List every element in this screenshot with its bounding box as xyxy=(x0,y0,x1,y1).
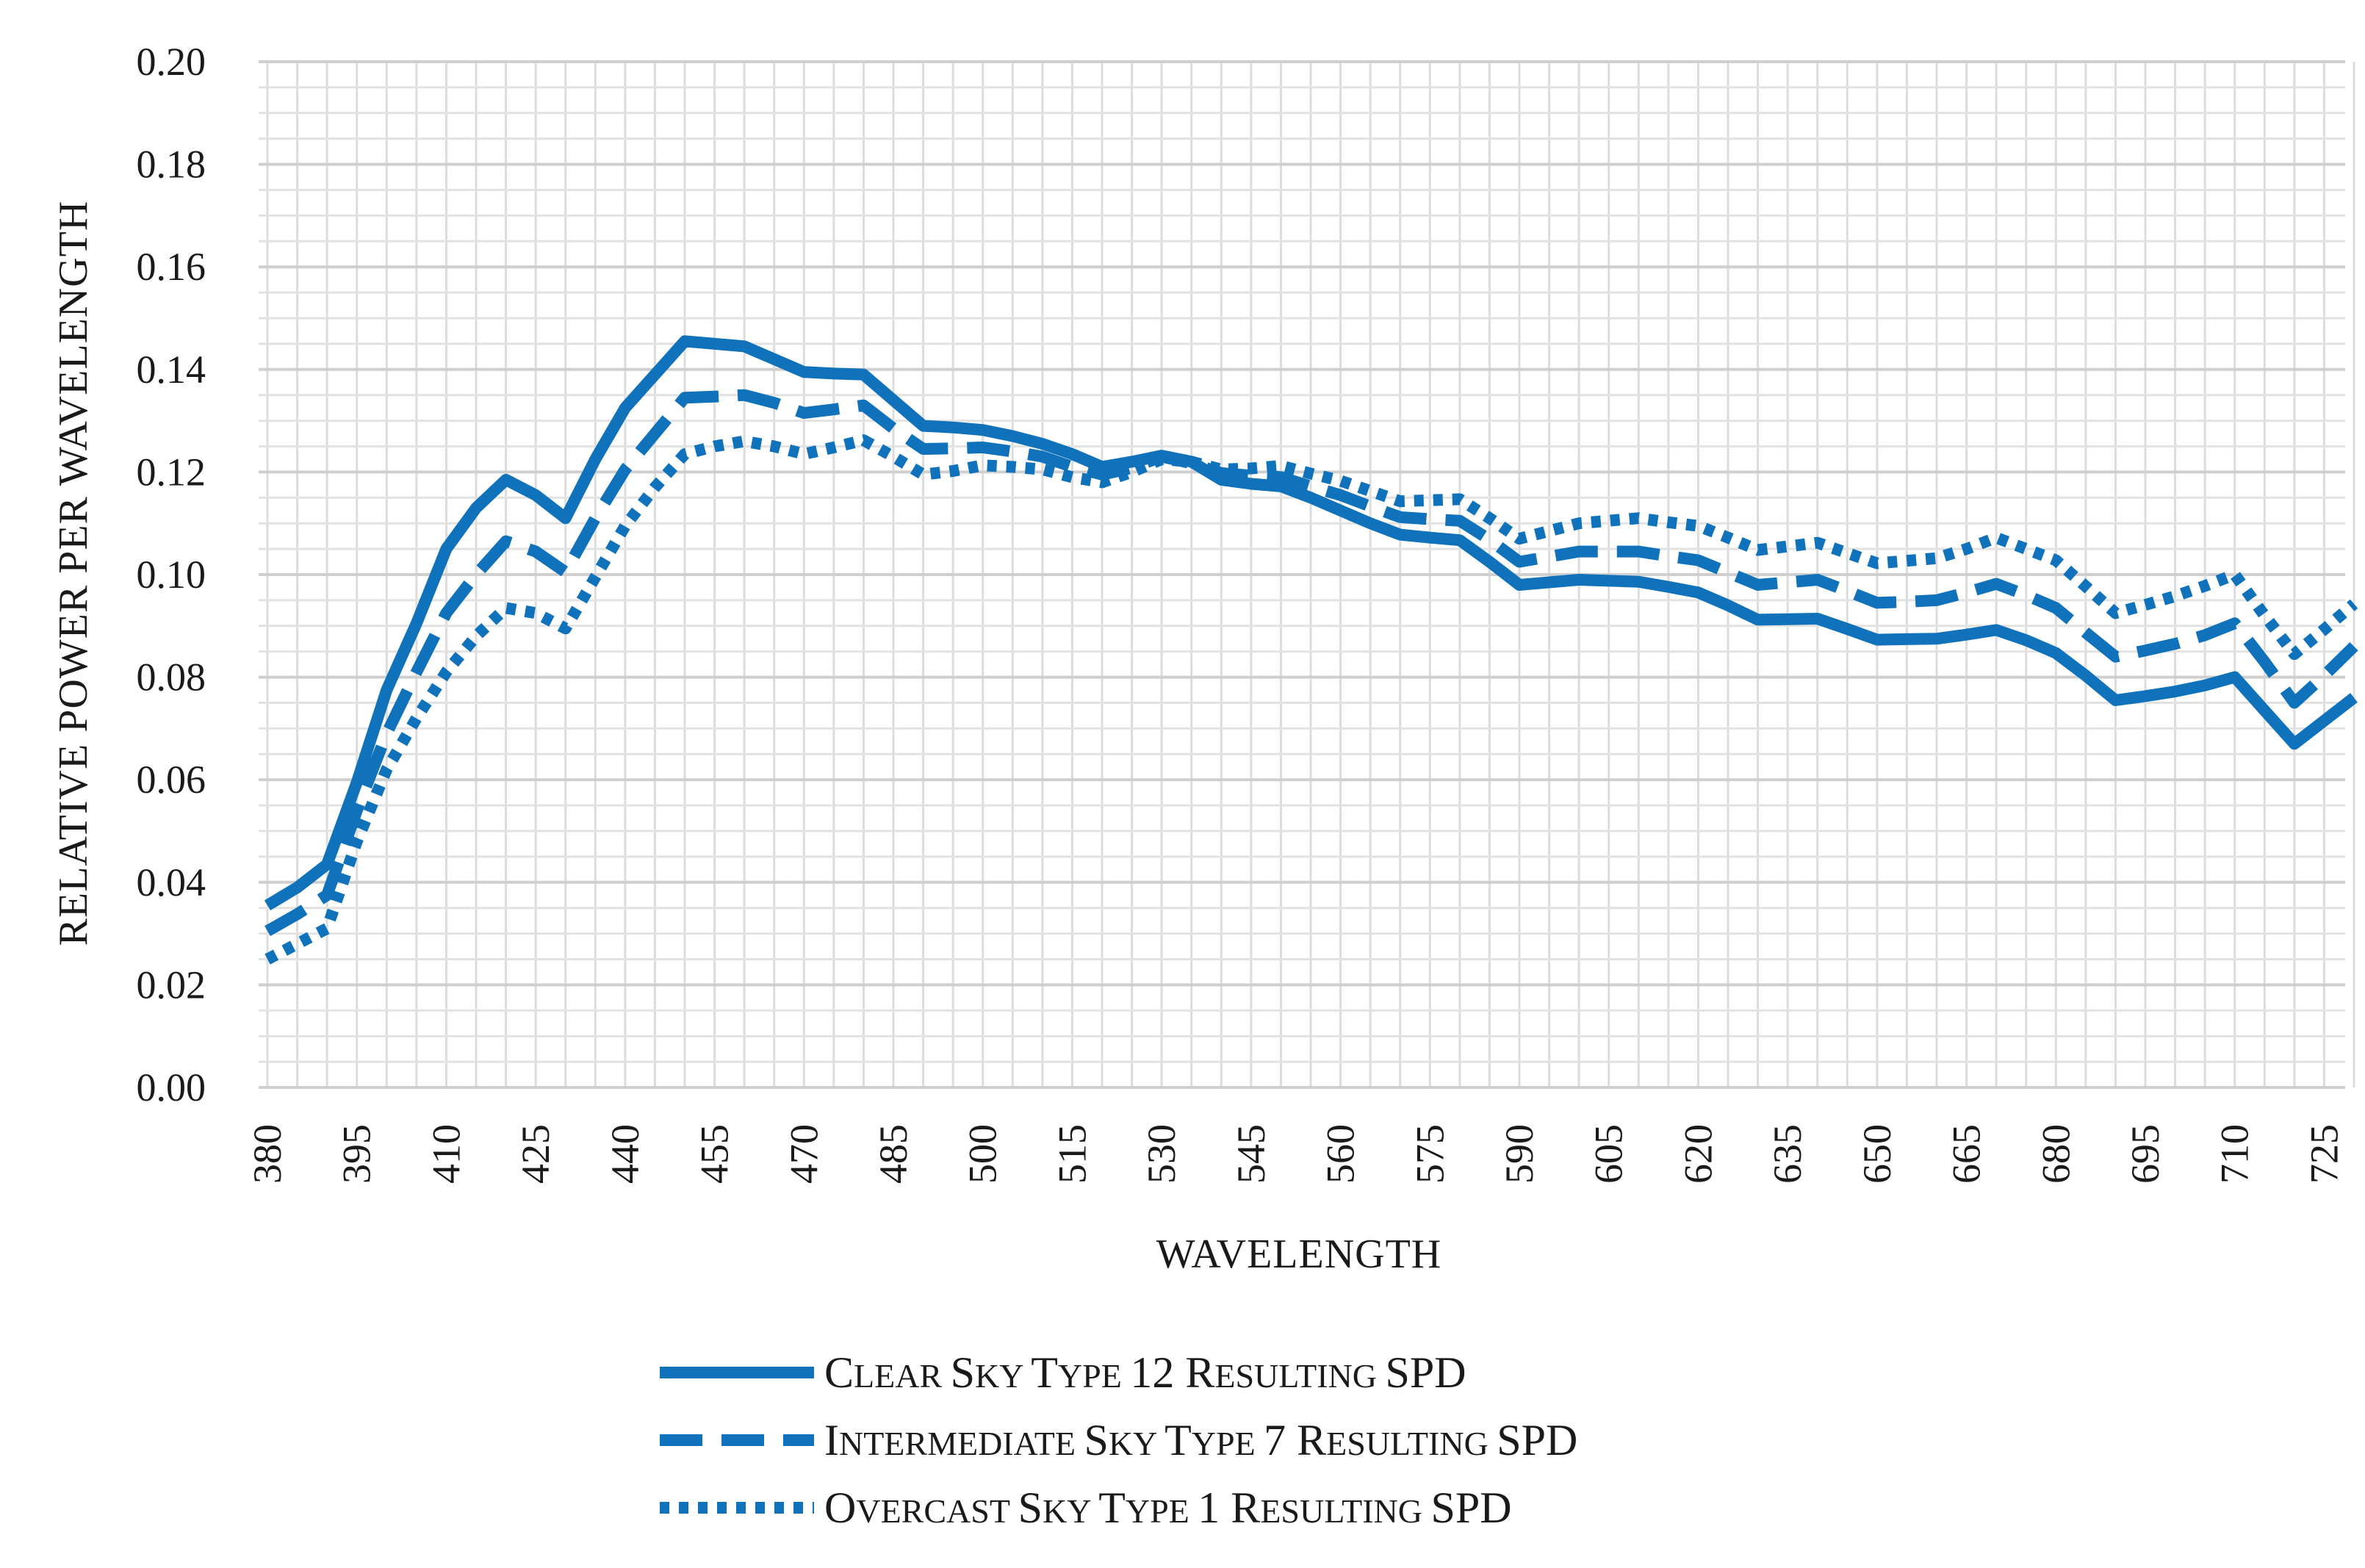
x-tick-label: 410 xyxy=(424,1124,468,1184)
x-tick-label: 395 xyxy=(335,1124,379,1184)
chart-series xyxy=(264,335,2358,965)
y-axis-ticks: 0.00 0.02 0.04 0.06 0.08 0.10 0.12 0.14 0.16 0.18… xyxy=(137,40,206,1110)
x-tick-label: 725 xyxy=(2302,1124,2346,1184)
series-line-dashed xyxy=(264,389,2358,937)
legend-label: INTERMEDIATE SKY TYPE 7 RESULTING SPD xyxy=(824,1416,1577,1464)
x-tick-label: 695 xyxy=(2123,1124,2167,1184)
x-axis-ticks: 380 395 410 425 440 455 470 485 500 515 530 545 560 5… xyxy=(245,1124,2346,1184)
y-axis-title: RELATIVE POWER PER WAVELENGTH xyxy=(51,201,96,946)
x-tick-label: 575 xyxy=(1408,1124,1452,1184)
x-tick-label: 530 xyxy=(1140,1124,1184,1184)
legend-label: OVERCAST SKY TYPE 1 RESULTING SPD xyxy=(824,1484,1512,1532)
x-tick-label: 455 xyxy=(693,1124,737,1184)
x-tick-label: 620 xyxy=(1676,1124,1720,1184)
chart-legend: CLEAR SKY TYPE 12 RESULTING SPD INTERMEDI… xyxy=(660,1348,1577,1532)
y-tick-label: 0.16 xyxy=(137,245,206,289)
x-tick-label: 515 xyxy=(1050,1124,1094,1184)
y-tick-label: 0.00 xyxy=(137,1065,206,1110)
x-tick-label: 425 xyxy=(514,1124,558,1184)
x-tick-label: 380 xyxy=(245,1124,289,1184)
chart-grid xyxy=(259,60,2355,1089)
legend-label: CLEAR SKY TYPE 12 RESULTING SPD xyxy=(824,1348,1466,1397)
y-tick-label: 0.10 xyxy=(137,553,206,597)
y-tick-label: 0.14 xyxy=(137,348,206,392)
y-tick-label: 0.08 xyxy=(137,655,206,700)
series-line-solid xyxy=(264,335,2358,911)
y-tick-label: 0.02 xyxy=(137,963,206,1007)
x-tick-label: 470 xyxy=(782,1124,826,1184)
x-tick-label: 560 xyxy=(1319,1124,1363,1184)
x-tick-label: 590 xyxy=(1497,1124,1541,1184)
y-tick-label: 0.04 xyxy=(137,860,206,905)
x-tick-label: 680 xyxy=(2034,1124,2078,1184)
x-tick-label: 710 xyxy=(2213,1124,2257,1184)
x-tick-label: 635 xyxy=(1765,1124,1810,1184)
x-tick-label: 605 xyxy=(1587,1124,1631,1184)
x-tick-label: 650 xyxy=(1855,1124,1899,1184)
y-tick-label: 0.12 xyxy=(137,450,206,494)
y-tick-label: 0.18 xyxy=(137,143,206,187)
x-tick-label: 485 xyxy=(871,1124,915,1184)
y-tick-label: 0.20 xyxy=(137,40,206,84)
x-tick-label: 665 xyxy=(1945,1124,1989,1184)
series-line-dotted xyxy=(264,434,2358,965)
x-tick-label: 545 xyxy=(1229,1124,1273,1184)
x-tick-label: 500 xyxy=(961,1124,1005,1184)
x-tick-label: 440 xyxy=(603,1124,647,1184)
x-axis-title: WAVELENGTH xyxy=(1156,1231,1441,1277)
y-tick-label: 0.06 xyxy=(137,758,206,802)
